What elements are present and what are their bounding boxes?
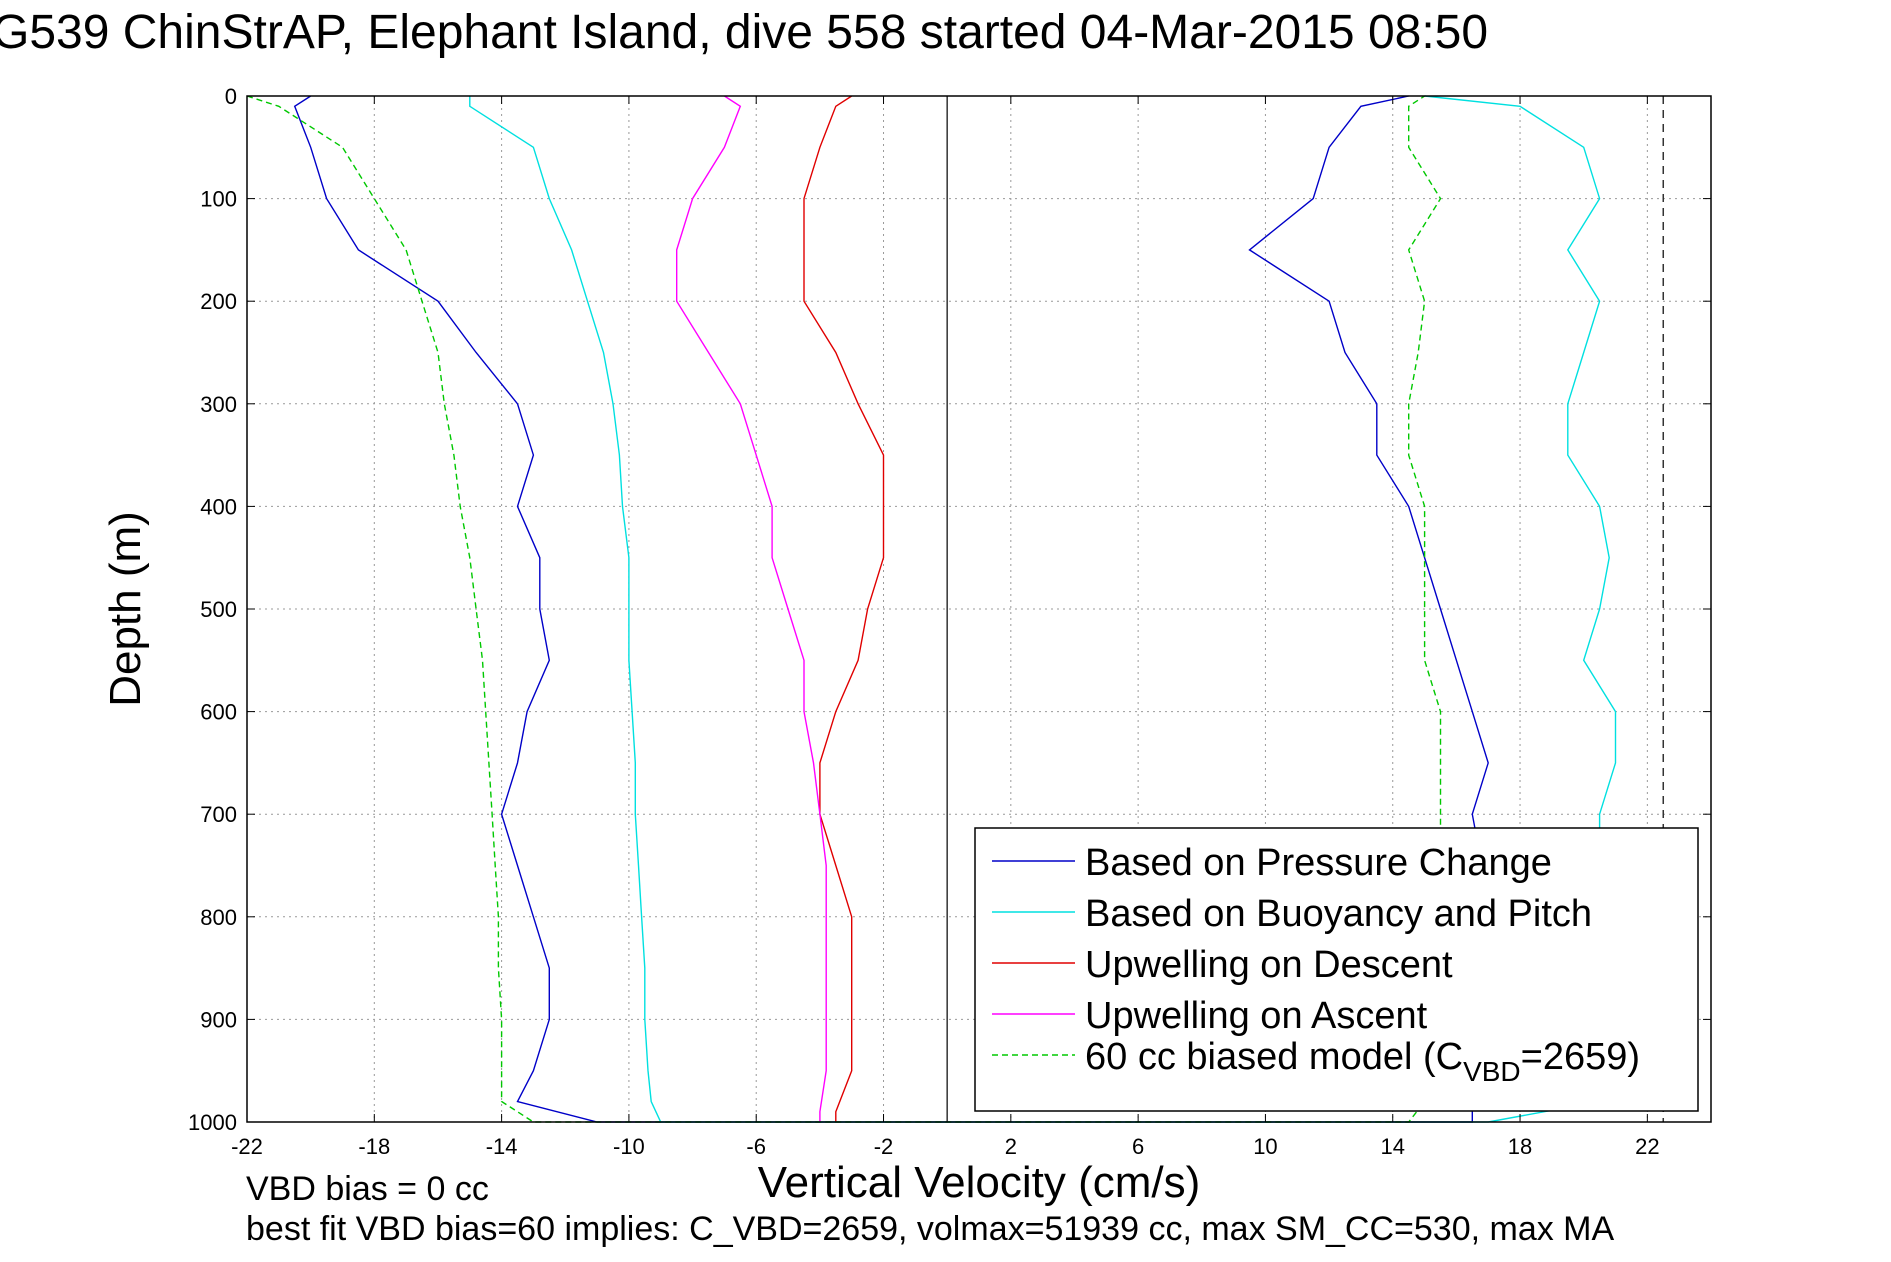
legend-entry-label: Upwelling on Descent xyxy=(1085,944,1453,986)
footnote-best-fit: best fit VBD bias=60 implies: C_VBD=2659… xyxy=(246,1210,1615,1248)
y-tick-label: 600 xyxy=(200,700,237,725)
x-tick-label: -18 xyxy=(358,1134,390,1159)
x-tick-label: 2 xyxy=(1005,1134,1017,1159)
legend-entry-label: Based on Buoyancy and Pitch xyxy=(1085,893,1592,935)
x-tick-label: -10 xyxy=(613,1134,645,1159)
y-tick-label: 500 xyxy=(200,597,237,622)
y-tick-label: 800 xyxy=(200,905,237,930)
footnote-vbd-bias: VBD bias = 0 cc xyxy=(246,1170,489,1208)
axis-ticks: -22 -18 -14 -10 -6 -2 2 6 10 14 18 2201002003004005… xyxy=(188,84,1711,1159)
x-tick-label: -2 xyxy=(874,1134,894,1159)
series-line xyxy=(676,95,827,1122)
legend-entry-label: 60 cc biased model (CVBD=2659) xyxy=(1085,1036,1640,1087)
y-tick-label: 1000 xyxy=(188,1110,237,1135)
legend-entry-label: Based on Pressure Change xyxy=(1085,842,1552,884)
x-tick-label: 10 xyxy=(1253,1134,1277,1159)
x-tick-label: 14 xyxy=(1380,1134,1404,1159)
y-tick-label: 400 xyxy=(200,494,237,519)
y-axis-label: Depth (m) xyxy=(101,511,150,707)
y-tick-label: 300 xyxy=(200,392,237,417)
y-tick-label: 100 xyxy=(200,187,237,212)
y-tick-label: 700 xyxy=(200,802,237,827)
x-tick-label: -14 xyxy=(486,1134,518,1159)
x-tick-label: 6 xyxy=(1132,1134,1144,1159)
series-line xyxy=(803,95,885,1122)
y-tick-label: 0 xyxy=(225,84,237,109)
x-tick-label: 18 xyxy=(1508,1134,1532,1159)
x-tick-label: -22 xyxy=(231,1134,263,1159)
legend-entry-label: Upwelling on Ascent xyxy=(1085,995,1428,1037)
y-tick-label: 900 xyxy=(200,1007,237,1032)
x-axis-label: Vertical Velocity (cm/s) xyxy=(758,1158,1201,1207)
legend-box xyxy=(974,827,1699,1112)
chart-title: G539 ChinStrAP, Elephant Island, dive 55… xyxy=(0,6,1488,59)
y-tick-label: 200 xyxy=(200,289,237,314)
legend: Based on Pressure Change Based on Buoyanc… xyxy=(974,827,1699,1112)
x-tick-label: -6 xyxy=(746,1134,766,1159)
x-tick-label: 22 xyxy=(1635,1134,1659,1159)
